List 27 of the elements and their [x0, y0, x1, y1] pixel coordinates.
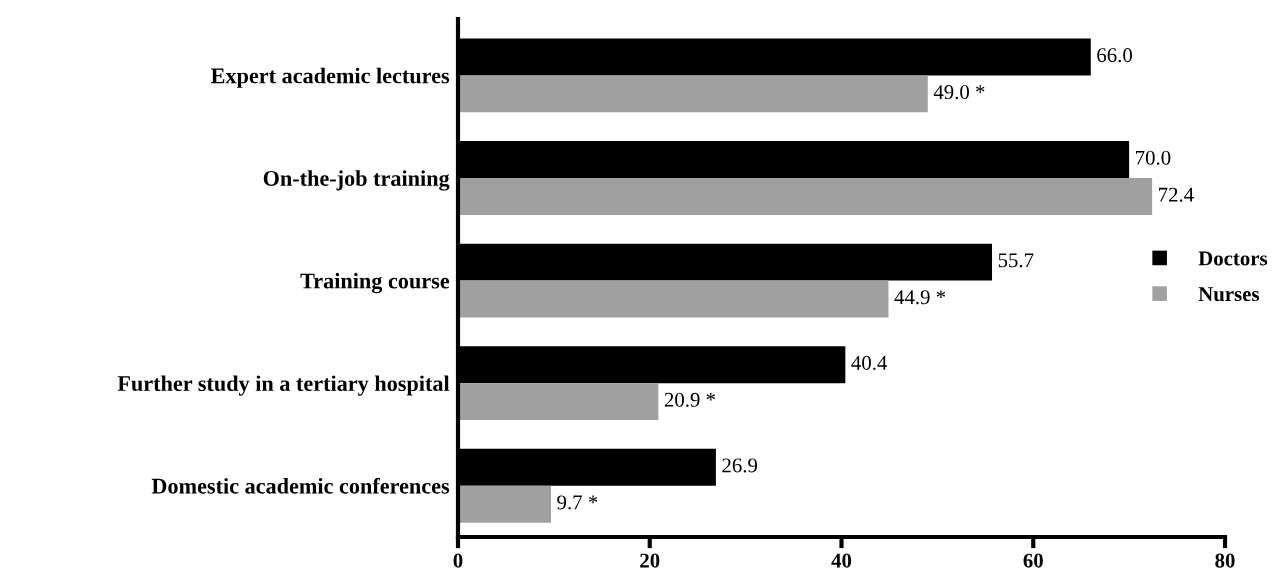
data-label: 40.4 [851, 355, 888, 370]
data-label: 44.9 * [894, 290, 946, 305]
x-tick-label: 40 [831, 553, 852, 568]
legend-label: Doctors [1198, 251, 1268, 266]
legend-label: Nurses [1198, 287, 1260, 302]
y-tick-label: Domestic academic conferences [151, 477, 450, 494]
data-label: 72.4 [1159, 187, 1194, 202]
data-label: 26.9 [722, 458, 758, 473]
x-tick-label: 20 [640, 553, 660, 568]
bar [458, 383, 659, 421]
bar [458, 280, 889, 318]
y-tick-label: Training course [300, 272, 450, 294]
bar [458, 177, 1153, 215]
bar [458, 485, 551, 523]
data-label: 20.9 * [664, 392, 716, 407]
x-tick-label: 80 [1215, 553, 1235, 568]
data-label: 49.0 * [933, 85, 985, 100]
bar [458, 75, 928, 113]
data-label: 9.7 * [557, 495, 598, 510]
x-tick-label: 60 [1023, 553, 1043, 568]
y-tick-label: On-the-job training [263, 170, 450, 191]
y-tick-label: Further study in a tertiary hospital [117, 375, 450, 396]
x-tick-label: 0 [453, 553, 463, 568]
data-label: 70.0 [1136, 150, 1171, 165]
data-label: 55.7 [998, 253, 1034, 268]
data-label: 66.0 [1097, 48, 1132, 63]
y-tick-label: Expert academic lectures [211, 67, 450, 88]
